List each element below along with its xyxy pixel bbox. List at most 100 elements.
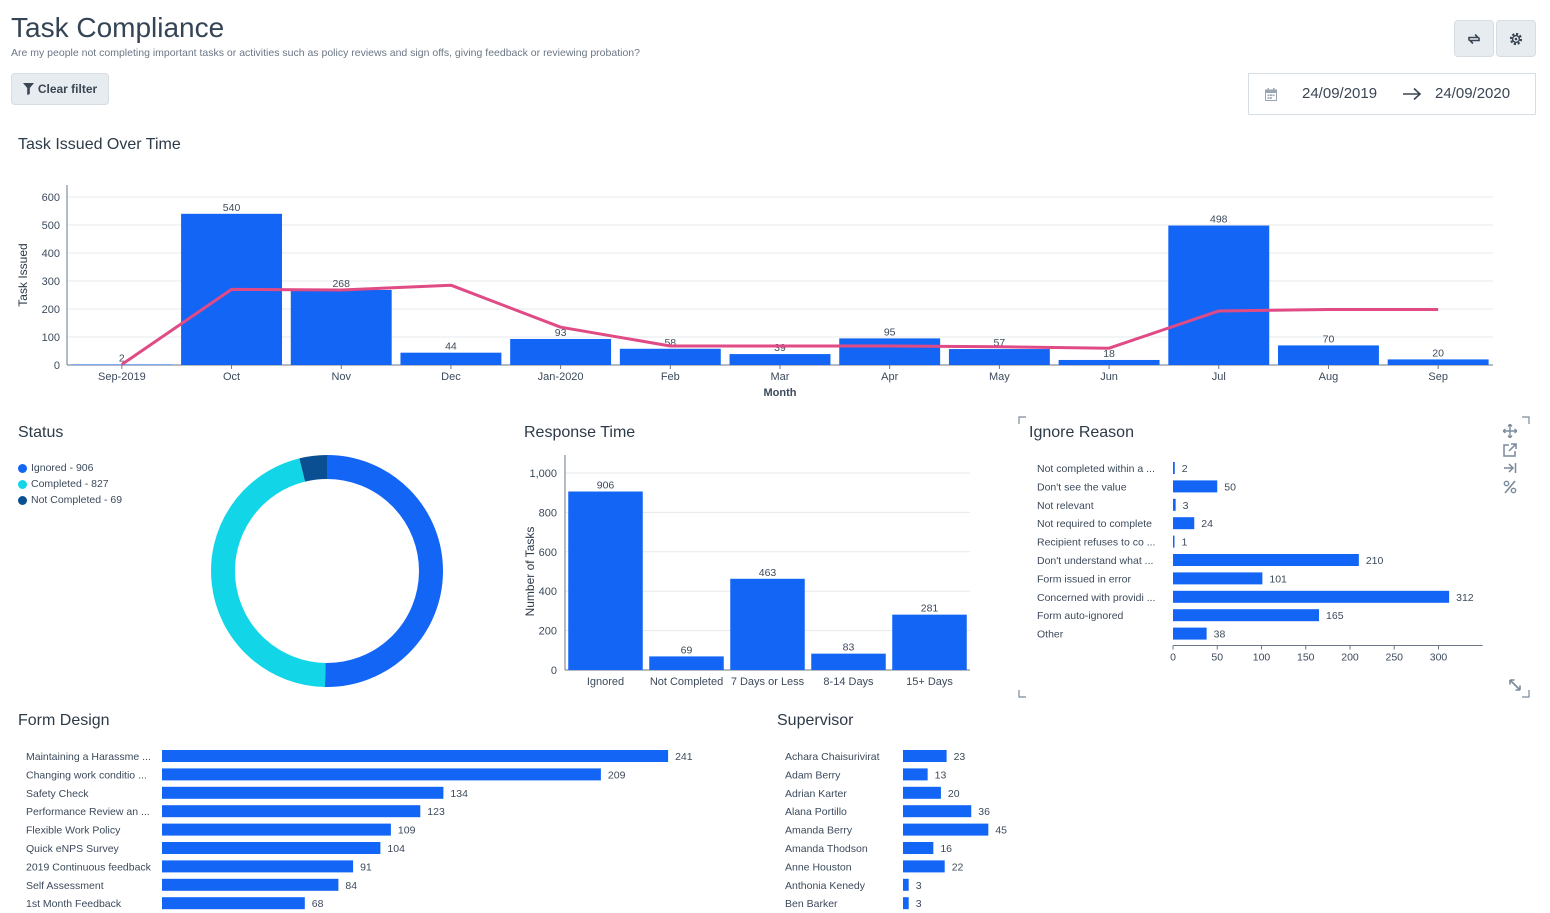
bar-value-label: 69 [681,644,693,656]
bar [811,653,886,670]
legend-label: Ignored - 906 [31,462,94,474]
bar-category-label: Alana Portillo [785,806,847,818]
bar [1173,517,1195,530]
legend-item-not-completed[interactable]: Not Completed - 69 [18,494,122,506]
bar [1173,480,1218,493]
x-tick-label: Mar [771,371,790,383]
response-time-chart: 0 200 400 600 800 1,000 906 Ignored 69 Not Comple… [523,455,970,688]
legend-dot-completed [18,479,27,489]
x-tick-label: 300 [1430,652,1448,664]
bar-value-label: 3 [1183,500,1189,512]
x-tick-label: Oct [223,371,240,383]
move-icon[interactable] [1503,424,1517,438]
bar-category-label: Amanda Thodson [785,843,868,855]
bar [400,352,502,365]
y-tick-label: 400 [539,586,557,598]
supervisor-chart: Achara Chaisurivirat 23 Adam Berry 13 Adrian… [785,750,1007,910]
bar [1168,225,1270,365]
bar-value-label: 93 [555,327,567,339]
bar-value-label: 3 [916,880,922,892]
bar-category-label: Safety Check [26,788,89,800]
clear-filter-button[interactable]: Clear filter [11,73,109,105]
date-range-picker[interactable]: 24/09/2019 24/09/2020 [1248,73,1536,115]
bar-category-label: Adam Berry [785,769,841,781]
legend-item-completed[interactable]: Completed - 827 [18,478,109,490]
export-icon[interactable] [1503,461,1517,475]
x-tick-label: Sep [1428,371,1448,383]
donut-slice-not-completed [299,455,328,482]
bar [903,897,909,910]
refresh-icon [1468,33,1480,44]
x-tick-label: Ignored [587,676,624,688]
bar-category-label: Quick eNPS Survey [26,843,120,855]
bar [162,750,669,762]
bar-value-label: 123 [427,806,445,818]
bar [568,491,643,670]
bar-value-label: 18 [1103,348,1115,360]
bar-value-label: 906 [597,480,615,492]
page-subtitle: Are my people not completing important t… [11,47,640,59]
y-tick-label: 200 [539,626,557,638]
bar-value-label: 24 [1201,518,1213,530]
bar-value-label: 1 [1182,537,1188,549]
bar [71,364,173,365]
x-tick-label: Not Completed [650,676,723,688]
bar [162,768,601,781]
bar-category-label: Flexible Work Policy [26,825,121,837]
bar [1173,572,1263,585]
y-tick-label: 0 [551,665,557,677]
bar-category-label: Maintaining a Harassme ... [26,751,151,763]
x-tick-label: Jun [1100,371,1118,383]
bar [903,842,934,854]
task-issued-title: Task Issued Over Time [18,136,181,153]
legend-item-ignored[interactable]: Ignored - 906 [18,462,93,474]
bar [903,823,989,836]
bar [162,897,305,910]
x-tick-label: Nov [331,371,351,383]
x-tick-label: Jan-2020 [538,371,584,383]
filter-icon [22,83,34,95]
donut-slice-ignored [324,455,443,687]
ignore-reason-title: Ignore Reason [1029,424,1134,441]
bar-value-label: 91 [360,861,372,873]
x-tick-label: 15+ Days [906,676,953,688]
external-link-icon[interactable] [1503,443,1517,457]
bar-value-label: 44 [445,341,457,353]
bar-value-label: 36 [978,806,990,818]
bar-value-label: 70 [1323,333,1335,345]
y-tick-label: 100 [42,332,60,344]
date-start-input[interactable]: 24/09/2019 [1302,85,1378,102]
bar-value-label: 101 [1269,573,1287,585]
y-tick-label: 300 [42,276,60,288]
date-end-input[interactable]: 24/09/2020 [1435,85,1511,102]
bar [903,750,947,762]
bar [649,656,724,670]
refresh-button[interactable] [1454,20,1494,57]
percent-icon[interactable] [1503,480,1517,494]
form-design-chart: Maintaining a Harassme ... 241 Changing wo… [26,750,693,910]
legend-dot-ignored [18,463,27,473]
bar-value-label: 209 [608,769,626,781]
y-tick-label: 600 [42,192,60,204]
bar-value-label: 39 [774,342,786,354]
resize-icon[interactable] [1508,678,1522,692]
bar-category-label: Form issued in error [1037,573,1131,585]
bar-value-label: 281 [921,603,939,615]
bar [1173,498,1176,511]
bar-value-label: 22 [952,861,964,873]
task-issued-chart: 0 100 200 300 400 500 600 2 Sep-2019 540 Oct 268 Nov… [16,185,1493,399]
ignore-reason-chart: Not completed within a ... 2 Don't see the… [1037,462,1483,664]
x-tick-label: Feb [661,371,680,383]
y-axis-title: Task Issued [16,243,30,306]
settings-button[interactable] [1496,20,1536,57]
y-tick-label: 500 [42,220,60,232]
bar [162,842,381,854]
bar-value-label: 23 [954,751,966,763]
bar-value-label: 2 [119,352,125,364]
bar [290,289,392,365]
trend-line [120,283,1439,366]
bar-category-label: Ben Barker [785,898,838,910]
bar-category-label: Anne Houston [785,861,852,873]
bar-value-label: 2 [1182,463,1188,475]
y-tick-label: 800 [539,507,557,519]
